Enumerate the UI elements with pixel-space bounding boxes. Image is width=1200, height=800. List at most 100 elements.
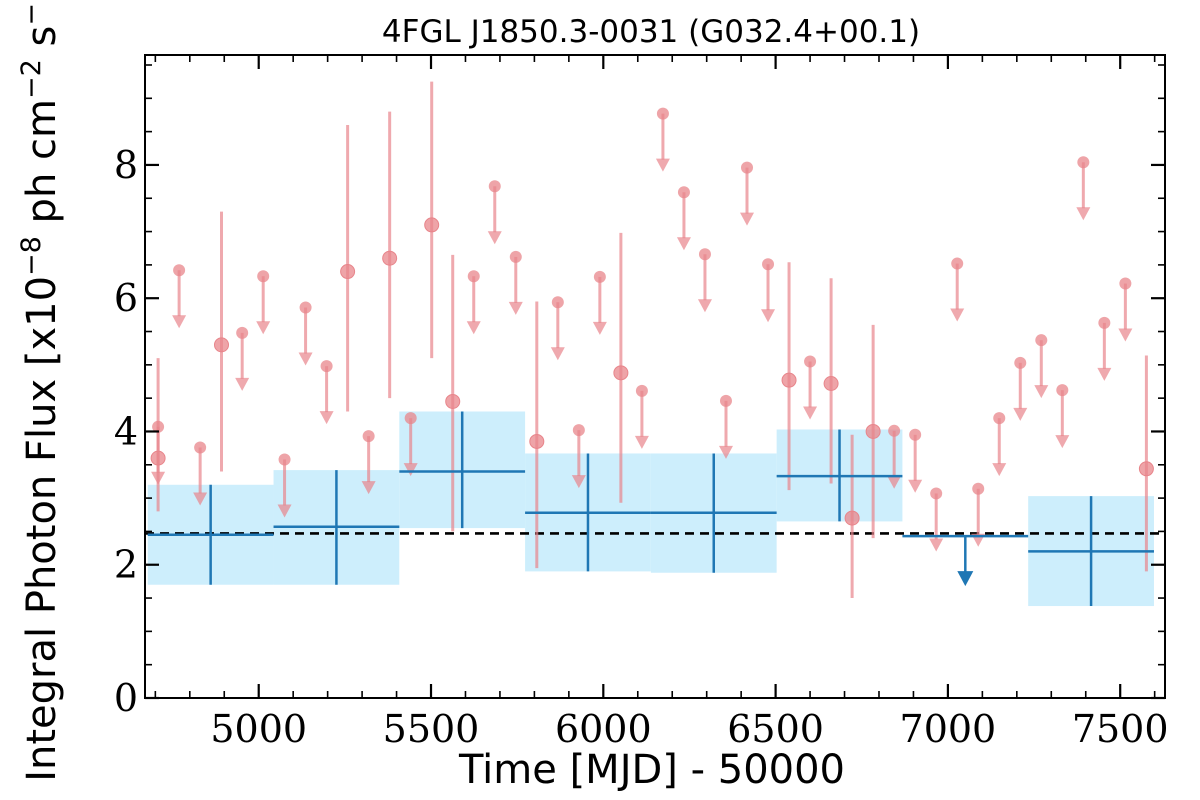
upper-limit-marker bbox=[930, 487, 943, 500]
upper-limit-arrow bbox=[1013, 407, 1028, 421]
upper-limit-marker bbox=[299, 301, 312, 314]
x-tick-label: 6000 bbox=[555, 707, 652, 751]
upper-limit-marker bbox=[888, 424, 901, 437]
upper-limit-arrow bbox=[1097, 367, 1112, 381]
upper-limit-marker bbox=[635, 384, 648, 397]
upper-limit-arrow bbox=[487, 231, 502, 245]
y-tick-label: 0 bbox=[114, 676, 138, 720]
y-axis-label: Integral Photon Flux [x10−8 ph cm−2 s−1] bbox=[16, 0, 65, 782]
data-point bbox=[382, 250, 398, 266]
upper-limit-arrow bbox=[277, 504, 292, 518]
upper-limit-arrow bbox=[740, 212, 755, 226]
upper-limit-marker bbox=[1014, 356, 1027, 369]
x-tick-label: 7000 bbox=[900, 707, 997, 751]
long-bin-series bbox=[147, 411, 1154, 607]
y-axis-label-main: Integral Photon Flux [x10 bbox=[19, 276, 65, 782]
data-point bbox=[150, 450, 166, 466]
axis-ticks bbox=[145, 55, 1165, 700]
y-axis-label-exp1: −8 bbox=[16, 236, 47, 276]
plot-frame bbox=[144, 54, 1166, 699]
upper-limit-marker bbox=[509, 250, 522, 263]
upper-limit-arrow bbox=[950, 308, 965, 322]
x-tick-label: 7500 bbox=[1072, 707, 1169, 751]
upper-limit-arrow bbox=[193, 492, 208, 506]
upper-limit-arrow bbox=[466, 321, 481, 335]
upper-limit-arrow bbox=[403, 463, 418, 477]
upper-limit-arrow bbox=[235, 377, 250, 391]
data-point bbox=[214, 337, 229, 353]
upper-limit-marker bbox=[362, 430, 375, 443]
upper-limit-arrow bbox=[634, 435, 649, 449]
upper-limit-marker bbox=[1056, 384, 1069, 397]
upper-limit-marker bbox=[804, 355, 817, 368]
y-tick-label: 6 bbox=[114, 276, 138, 320]
upper-limit-marker bbox=[173, 264, 186, 277]
upper-limit-marker bbox=[1035, 334, 1048, 347]
upper-limit-arrow bbox=[676, 237, 691, 251]
upper-limit-marker bbox=[257, 270, 270, 283]
short-bin-series bbox=[150, 81, 1154, 599]
upper-limit-marker bbox=[194, 441, 207, 454]
x-tick-labels: 5000 5500 6000 6500 7000 7500 bbox=[210, 707, 1168, 751]
upper-limit-marker bbox=[320, 360, 333, 373]
upper-limit-arrow bbox=[361, 481, 376, 495]
y-axis-label-mid2: s bbox=[19, 26, 65, 60]
upper-limit-arrow bbox=[319, 411, 334, 425]
long-bin-bands bbox=[147, 411, 1154, 607]
upper-limit-marker bbox=[404, 412, 417, 425]
y-tick-label: 2 bbox=[114, 543, 138, 587]
x-axis-label: Time [MJD] - 50000 bbox=[458, 747, 845, 793]
upper-limit-marker bbox=[1119, 277, 1132, 290]
long-bin-ul-arrow bbox=[957, 571, 974, 587]
upper-limit-marker bbox=[656, 107, 669, 120]
upper-limit-arrow bbox=[508, 301, 523, 315]
y-axis-label-exp2: −2 bbox=[16, 59, 47, 99]
upper-limit-arrow bbox=[1076, 207, 1091, 221]
upper-limit-marker bbox=[677, 186, 690, 199]
upper-limit-arrow bbox=[929, 538, 944, 552]
data-point bbox=[781, 372, 797, 388]
y-tick-label: 8 bbox=[114, 143, 138, 187]
x-tick-label: 5500 bbox=[383, 707, 480, 751]
upper-limit-marker bbox=[572, 424, 585, 437]
upper-limit-arrow bbox=[718, 445, 733, 459]
upper-limit-arrow bbox=[655, 158, 670, 172]
upper-limit-arrow bbox=[697, 299, 712, 313]
y-tick-label: 4 bbox=[114, 409, 138, 453]
y-tick-labels: 0 2 4 6 8 bbox=[114, 143, 138, 720]
upper-limit-arrow bbox=[256, 321, 271, 335]
upper-limit-arrow bbox=[592, 321, 607, 335]
data-point bbox=[340, 264, 356, 280]
plot-area bbox=[145, 81, 1165, 607]
upper-limit-marker bbox=[1098, 316, 1111, 329]
upper-limit-arrow bbox=[908, 479, 923, 493]
upper-limit-arrow bbox=[1055, 435, 1070, 449]
data-point bbox=[445, 393, 461, 409]
upper-limit-arrow bbox=[172, 315, 187, 329]
data-point bbox=[1138, 461, 1154, 477]
upper-limit-marker bbox=[551, 296, 564, 309]
x-tick-label: 6500 bbox=[727, 707, 824, 751]
upper-limit-arrow bbox=[992, 463, 1007, 477]
upper-limit-marker bbox=[278, 453, 291, 466]
x-tick-label: 5000 bbox=[210, 707, 307, 751]
upper-limit-arrow bbox=[298, 352, 313, 366]
upper-limit-marker bbox=[488, 180, 501, 193]
upper-limit-marker bbox=[236, 326, 249, 339]
upper-limit-marker bbox=[593, 270, 606, 283]
data-point bbox=[844, 510, 860, 526]
upper-limit-marker bbox=[909, 428, 922, 441]
upper-limit-arrow bbox=[1034, 385, 1049, 399]
upper-limit-arrow bbox=[571, 475, 586, 489]
data-point bbox=[823, 375, 839, 391]
upper-limit-marker bbox=[698, 248, 711, 261]
upper-limit-arrow bbox=[803, 406, 818, 420]
y-axis-label-exp3: −1 bbox=[16, 0, 47, 26]
upper-limit-marker bbox=[762, 258, 775, 271]
upper-limit-marker bbox=[1077, 156, 1090, 169]
upper-limit-marker bbox=[972, 482, 985, 495]
upper-limit-marker bbox=[993, 412, 1006, 425]
upper-limit-marker bbox=[741, 161, 754, 174]
upper-limit-arrow bbox=[550, 347, 565, 361]
